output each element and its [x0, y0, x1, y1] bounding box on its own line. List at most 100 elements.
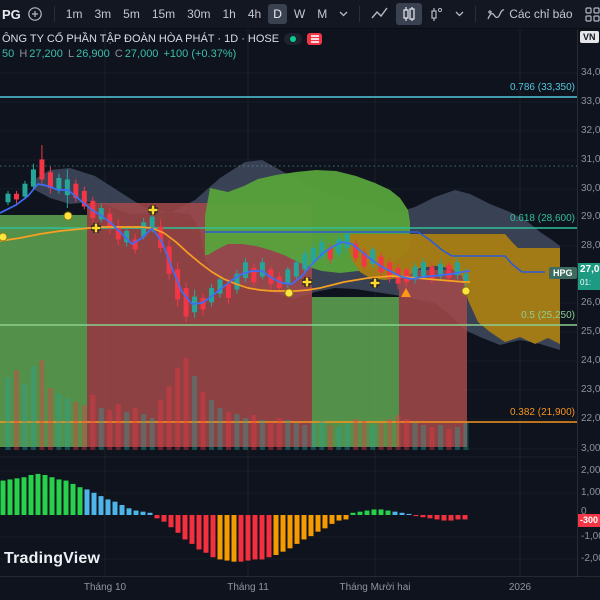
volume-bar: [310, 423, 316, 450]
macd-histogram-bar: [56, 479, 62, 515]
candle-body: [183, 288, 189, 317]
macd-histogram-bar: [427, 515, 433, 519]
chart-type-expand-button[interactable]: [450, 8, 469, 20]
volume-bar: [39, 360, 45, 450]
volume-bar: [276, 418, 282, 450]
last-price-badge: 27,000 01:: [578, 263, 600, 290]
volume-bar: [404, 419, 410, 450]
timeframe-3m[interactable]: 3m: [89, 4, 116, 24]
timeframe-15m[interactable]: 15m: [147, 4, 180, 24]
candle-body: [200, 298, 206, 310]
price-axis[interactable]: VN 34,000 33,000 32,000 31,000 30,000 29,000 2…: [577, 28, 600, 577]
macd-histogram-bar: [161, 515, 167, 522]
macd-histogram-bar: [175, 515, 181, 533]
candles-icon: [401, 6, 417, 22]
line-chart-icon: [371, 7, 389, 21]
hollow-candles-chart-type-button[interactable]: [424, 3, 448, 25]
macd-histogram-bar: [119, 505, 125, 515]
symbol-search-field[interactable]: PG: [2, 6, 21, 22]
macd-histogram-bar: [126, 508, 132, 515]
legend-menu-button[interactable]: [307, 33, 323, 45]
candle-body: [446, 265, 452, 278]
volume-bar: [319, 421, 325, 450]
fib-level-label-0.5[interactable]: 0.5 (25,250): [521, 310, 575, 321]
volume-bar: [175, 368, 181, 450]
timeframe-W[interactable]: W: [289, 4, 310, 24]
time-axis[interactable]: Tháng 10 Tháng 11 Tháng Mười hai 2026: [0, 576, 600, 600]
volume-bar: [463, 423, 469, 450]
green-dot-icon: [290, 36, 297, 42]
candle-body: [285, 269, 291, 284]
candle-body: [293, 262, 299, 277]
indicators-button[interactable]: Các chỉ báo: [482, 4, 577, 25]
signal-plus-marker: [148, 205, 158, 215]
timeframe-M[interactable]: M: [312, 4, 332, 24]
toolbar-divider: [53, 6, 55, 22]
volume-bar: [378, 423, 384, 450]
high-value: 27,200: [29, 48, 63, 60]
macd-histogram-bar: [231, 515, 237, 562]
symbol-price-label: HPG: [549, 267, 577, 279]
chevron-down-icon: [339, 11, 348, 17]
macd-histogram-bar: [217, 515, 223, 560]
macd-histogram-bar: [105, 499, 111, 515]
macd-histogram-bar: [350, 512, 356, 515]
fib-level-label-0.618[interactable]: 0.618 (28,600): [509, 213, 575, 224]
macd-histogram-bar: [84, 489, 90, 515]
volume-bar: [234, 414, 240, 450]
macd-histogram-bar: [462, 515, 468, 520]
compare-add-button[interactable]: [22, 3, 48, 25]
time-axis-label: Tháng Mười hai: [339, 582, 411, 593]
candle-body: [124, 230, 130, 243]
signal-circle-marker: [63, 211, 73, 221]
volume-bar: [98, 408, 104, 450]
volume-bar: [200, 392, 206, 450]
signal-plus-marker: [370, 278, 380, 288]
candle-body: [429, 266, 435, 280]
price-axis-tick: 3,000: [581, 443, 600, 454]
candles-chart-type-button[interactable]: [396, 3, 423, 25]
volume-bar: [412, 423, 418, 450]
timeframe-D[interactable]: D: [268, 4, 287, 24]
candle-body: [454, 262, 460, 276]
candle-body: [73, 183, 79, 198]
timeframe-1m[interactable]: 1m: [61, 4, 88, 24]
macd-histogram-bar: [77, 487, 83, 515]
layout-grid-button[interactable]: [580, 4, 600, 25]
time-axis-label: Tháng 10: [83, 582, 127, 593]
macd-histogram-bar: [280, 515, 286, 552]
macd-histogram-bar: [196, 515, 202, 550]
candle-body: [310, 248, 316, 263]
price-axis-tick: 29,000: [581, 211, 600, 222]
timeframe-expand-button[interactable]: [334, 8, 353, 20]
macd-histogram-bar: [147, 512, 153, 515]
candle-body: [251, 268, 257, 283]
timeframe-30m[interactable]: 30m: [182, 4, 215, 24]
macd-histogram-bar: [308, 515, 314, 537]
currency-badge[interactable]: VN: [580, 31, 599, 43]
price-axis-tick: 22,000: [581, 413, 600, 424]
macd-histogram-bar: [434, 515, 440, 520]
price-axis-tick: 25,000: [581, 326, 600, 337]
fib-level-label-0.382[interactable]: 0.382 (21,900): [509, 407, 575, 418]
timeframe-1h[interactable]: 1h: [218, 4, 241, 24]
indicators-icon: [487, 7, 505, 22]
candle-body: [319, 242, 325, 257]
candle-body: [327, 248, 333, 260]
candle-body: [463, 273, 469, 283]
macd-histogram-bar: [420, 515, 426, 518]
main-chart-canvas[interactable]: [0, 28, 600, 577]
candle-body: [56, 178, 62, 190]
timeframe-4h[interactable]: 4h: [243, 4, 266, 24]
candle-body: [107, 213, 113, 228]
price-axis-tick: 0: [581, 506, 587, 517]
volume-bar: [446, 429, 452, 450]
buy-arrow-marker: [401, 288, 411, 297]
signal-plus-marker: [302, 277, 312, 287]
line-chart-type-button[interactable]: [366, 4, 394, 24]
volume-bar: [217, 408, 223, 450]
fib-level-label-0.786[interactable]: 0.786 (33,350): [509, 82, 575, 93]
visibility-toggle[interactable]: [284, 33, 303, 45]
timeframe-5m[interactable]: 5m: [118, 4, 145, 24]
